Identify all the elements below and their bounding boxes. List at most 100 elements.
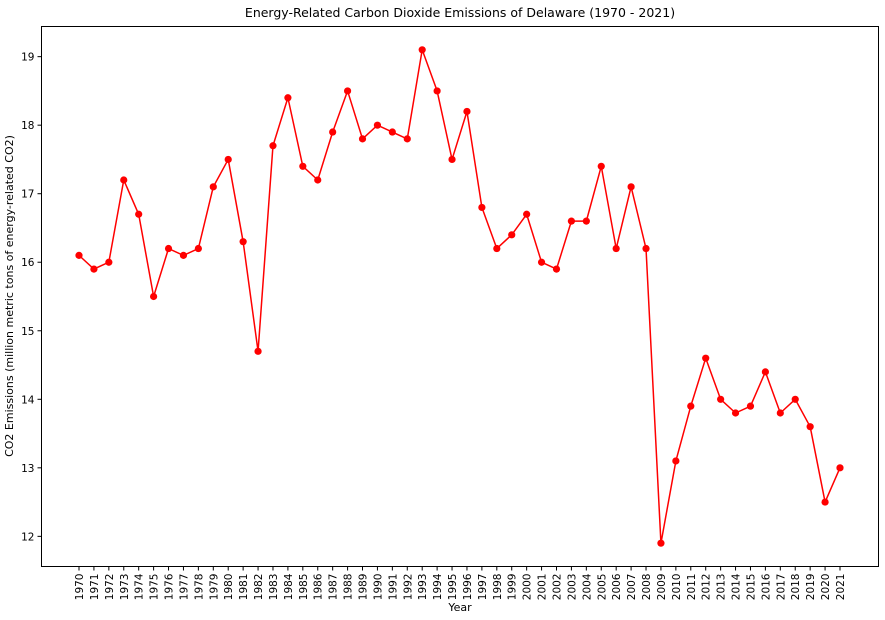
x-tick-label: 1976 xyxy=(164,573,176,600)
x-tick-label: 1972 xyxy=(104,574,116,601)
x-tick-label: 1992 xyxy=(402,574,414,601)
y-tick-label: 15 xyxy=(21,326,34,338)
x-tick-label: 2009 xyxy=(656,574,668,601)
x-tick-label: 2005 xyxy=(596,574,608,601)
data-point-1982 xyxy=(254,347,262,355)
y-axis: 12 13 14 15 16 17 18 19 xyxy=(21,52,42,543)
chart-title: Energy-Related Carbon Dioxide Emissions … xyxy=(245,5,675,20)
series-layer xyxy=(75,46,844,547)
data-point-2003 xyxy=(567,217,576,225)
data-point-1979 xyxy=(209,183,217,191)
x-axis: 1970 1971 1972 1973 1974 1975 1976 1977 1978 1979… xyxy=(74,566,847,601)
data-point-1984 xyxy=(284,94,292,102)
x-tick-label: 1983 xyxy=(268,574,280,601)
data-point-2004 xyxy=(582,217,590,225)
data-point-2021 xyxy=(836,464,844,472)
data-point-2015 xyxy=(746,402,755,410)
data-point-1983 xyxy=(269,142,277,150)
x-tick-label: 1993 xyxy=(417,574,429,601)
series-line xyxy=(78,49,841,544)
data-point-1986 xyxy=(314,176,322,184)
data-point-1987 xyxy=(329,128,337,136)
data-point-1971 xyxy=(90,265,98,273)
data-point-1985 xyxy=(299,162,307,170)
data-point-2014 xyxy=(731,409,740,417)
x-tick-label: 2012 xyxy=(701,574,713,601)
x-tick-label: 2019 xyxy=(805,574,817,601)
data-point-1980 xyxy=(224,155,232,164)
data-point-1975 xyxy=(150,292,158,301)
x-tick-label: 1985 xyxy=(298,574,310,601)
x-axis-label: Year xyxy=(447,601,472,614)
x-tick-label: 2001 xyxy=(537,574,549,601)
x-tick-label: 2006 xyxy=(611,573,623,600)
data-point-1978 xyxy=(194,244,202,253)
data-point-1994 xyxy=(433,87,441,95)
data-point-1970 xyxy=(75,251,83,259)
y-tick-label: 18 xyxy=(21,120,34,132)
x-tick-label: 2011 xyxy=(686,574,698,601)
x-tick-label: 2017 xyxy=(775,574,787,601)
x-tick-label: 1984 xyxy=(283,573,295,600)
data-point-2001 xyxy=(537,258,546,266)
x-tick-label: 1988 xyxy=(343,574,355,601)
data-point-1974 xyxy=(135,210,143,218)
data-point-2005 xyxy=(597,162,605,170)
y-axis-label: CO2 Emissions (million metric tons of en… xyxy=(3,135,16,457)
data-point-1996 xyxy=(463,107,471,116)
y-tick-label: 16 xyxy=(21,257,35,269)
data-point-2006 xyxy=(612,244,620,253)
data-point-1997 xyxy=(478,203,486,212)
data-point-2010 xyxy=(672,457,680,465)
x-tick-label: 2000 xyxy=(522,574,534,601)
x-tick-label: 2008 xyxy=(641,574,653,601)
x-tick-label: 2018 xyxy=(790,574,802,601)
data-point-2007 xyxy=(627,183,635,191)
data-point-1973 xyxy=(120,176,128,184)
x-tick-label: 1974 xyxy=(134,573,146,600)
data-point-1992 xyxy=(403,135,411,143)
data-point-2008 xyxy=(642,244,650,253)
data-point-2016 xyxy=(761,368,769,376)
data-point-2000 xyxy=(523,210,531,218)
x-tick-label: 1975 xyxy=(149,574,161,601)
data-point-2013 xyxy=(717,395,725,403)
data-point-1991 xyxy=(388,128,396,136)
x-tick-label: 2016 xyxy=(760,573,772,600)
x-tick-label: 1995 xyxy=(447,574,459,601)
data-point-1989 xyxy=(358,135,367,143)
y-tick-label: 17 xyxy=(21,189,34,201)
data-point-1993 xyxy=(418,46,426,54)
data-point-2002 xyxy=(552,265,561,273)
data-point-1999 xyxy=(508,231,516,239)
x-tick-label: 1987 xyxy=(328,574,340,601)
x-tick-label: 1978 xyxy=(193,574,205,601)
data-point-1977 xyxy=(179,251,188,259)
data-point-2009 xyxy=(657,539,665,547)
data-point-2020 xyxy=(821,498,829,506)
x-tick-label: 1980 xyxy=(223,574,235,601)
x-tick-label: 2021 xyxy=(835,574,847,601)
x-tick-label: 2020 xyxy=(820,574,832,601)
x-tick-label: 1971 xyxy=(89,574,101,601)
x-tick-label: 2015 xyxy=(745,574,757,601)
x-tick-label: 1997 xyxy=(477,574,489,601)
x-tick-label: 1999 xyxy=(507,574,519,601)
x-tick-label: 1970 xyxy=(74,574,86,601)
x-tick-label: 2014 xyxy=(731,573,743,600)
x-tick-label: 1979 xyxy=(208,574,220,601)
y-tick-label: 12 xyxy=(21,531,34,543)
x-tick-label: 1982 xyxy=(253,574,265,601)
x-tick-label: 2003 xyxy=(566,574,578,601)
x-tick-label: 2007 xyxy=(626,574,638,601)
data-point-2011 xyxy=(687,402,695,410)
x-tick-label: 1986 xyxy=(313,573,325,600)
x-tick-label: 1994 xyxy=(432,573,444,600)
plot-area-frame xyxy=(41,26,879,567)
data-point-2017 xyxy=(776,409,784,417)
data-point-2019 xyxy=(806,423,814,431)
data-point-1981 xyxy=(239,238,247,246)
data-point-1995 xyxy=(448,155,456,164)
x-tick-label: 1981 xyxy=(238,574,250,601)
